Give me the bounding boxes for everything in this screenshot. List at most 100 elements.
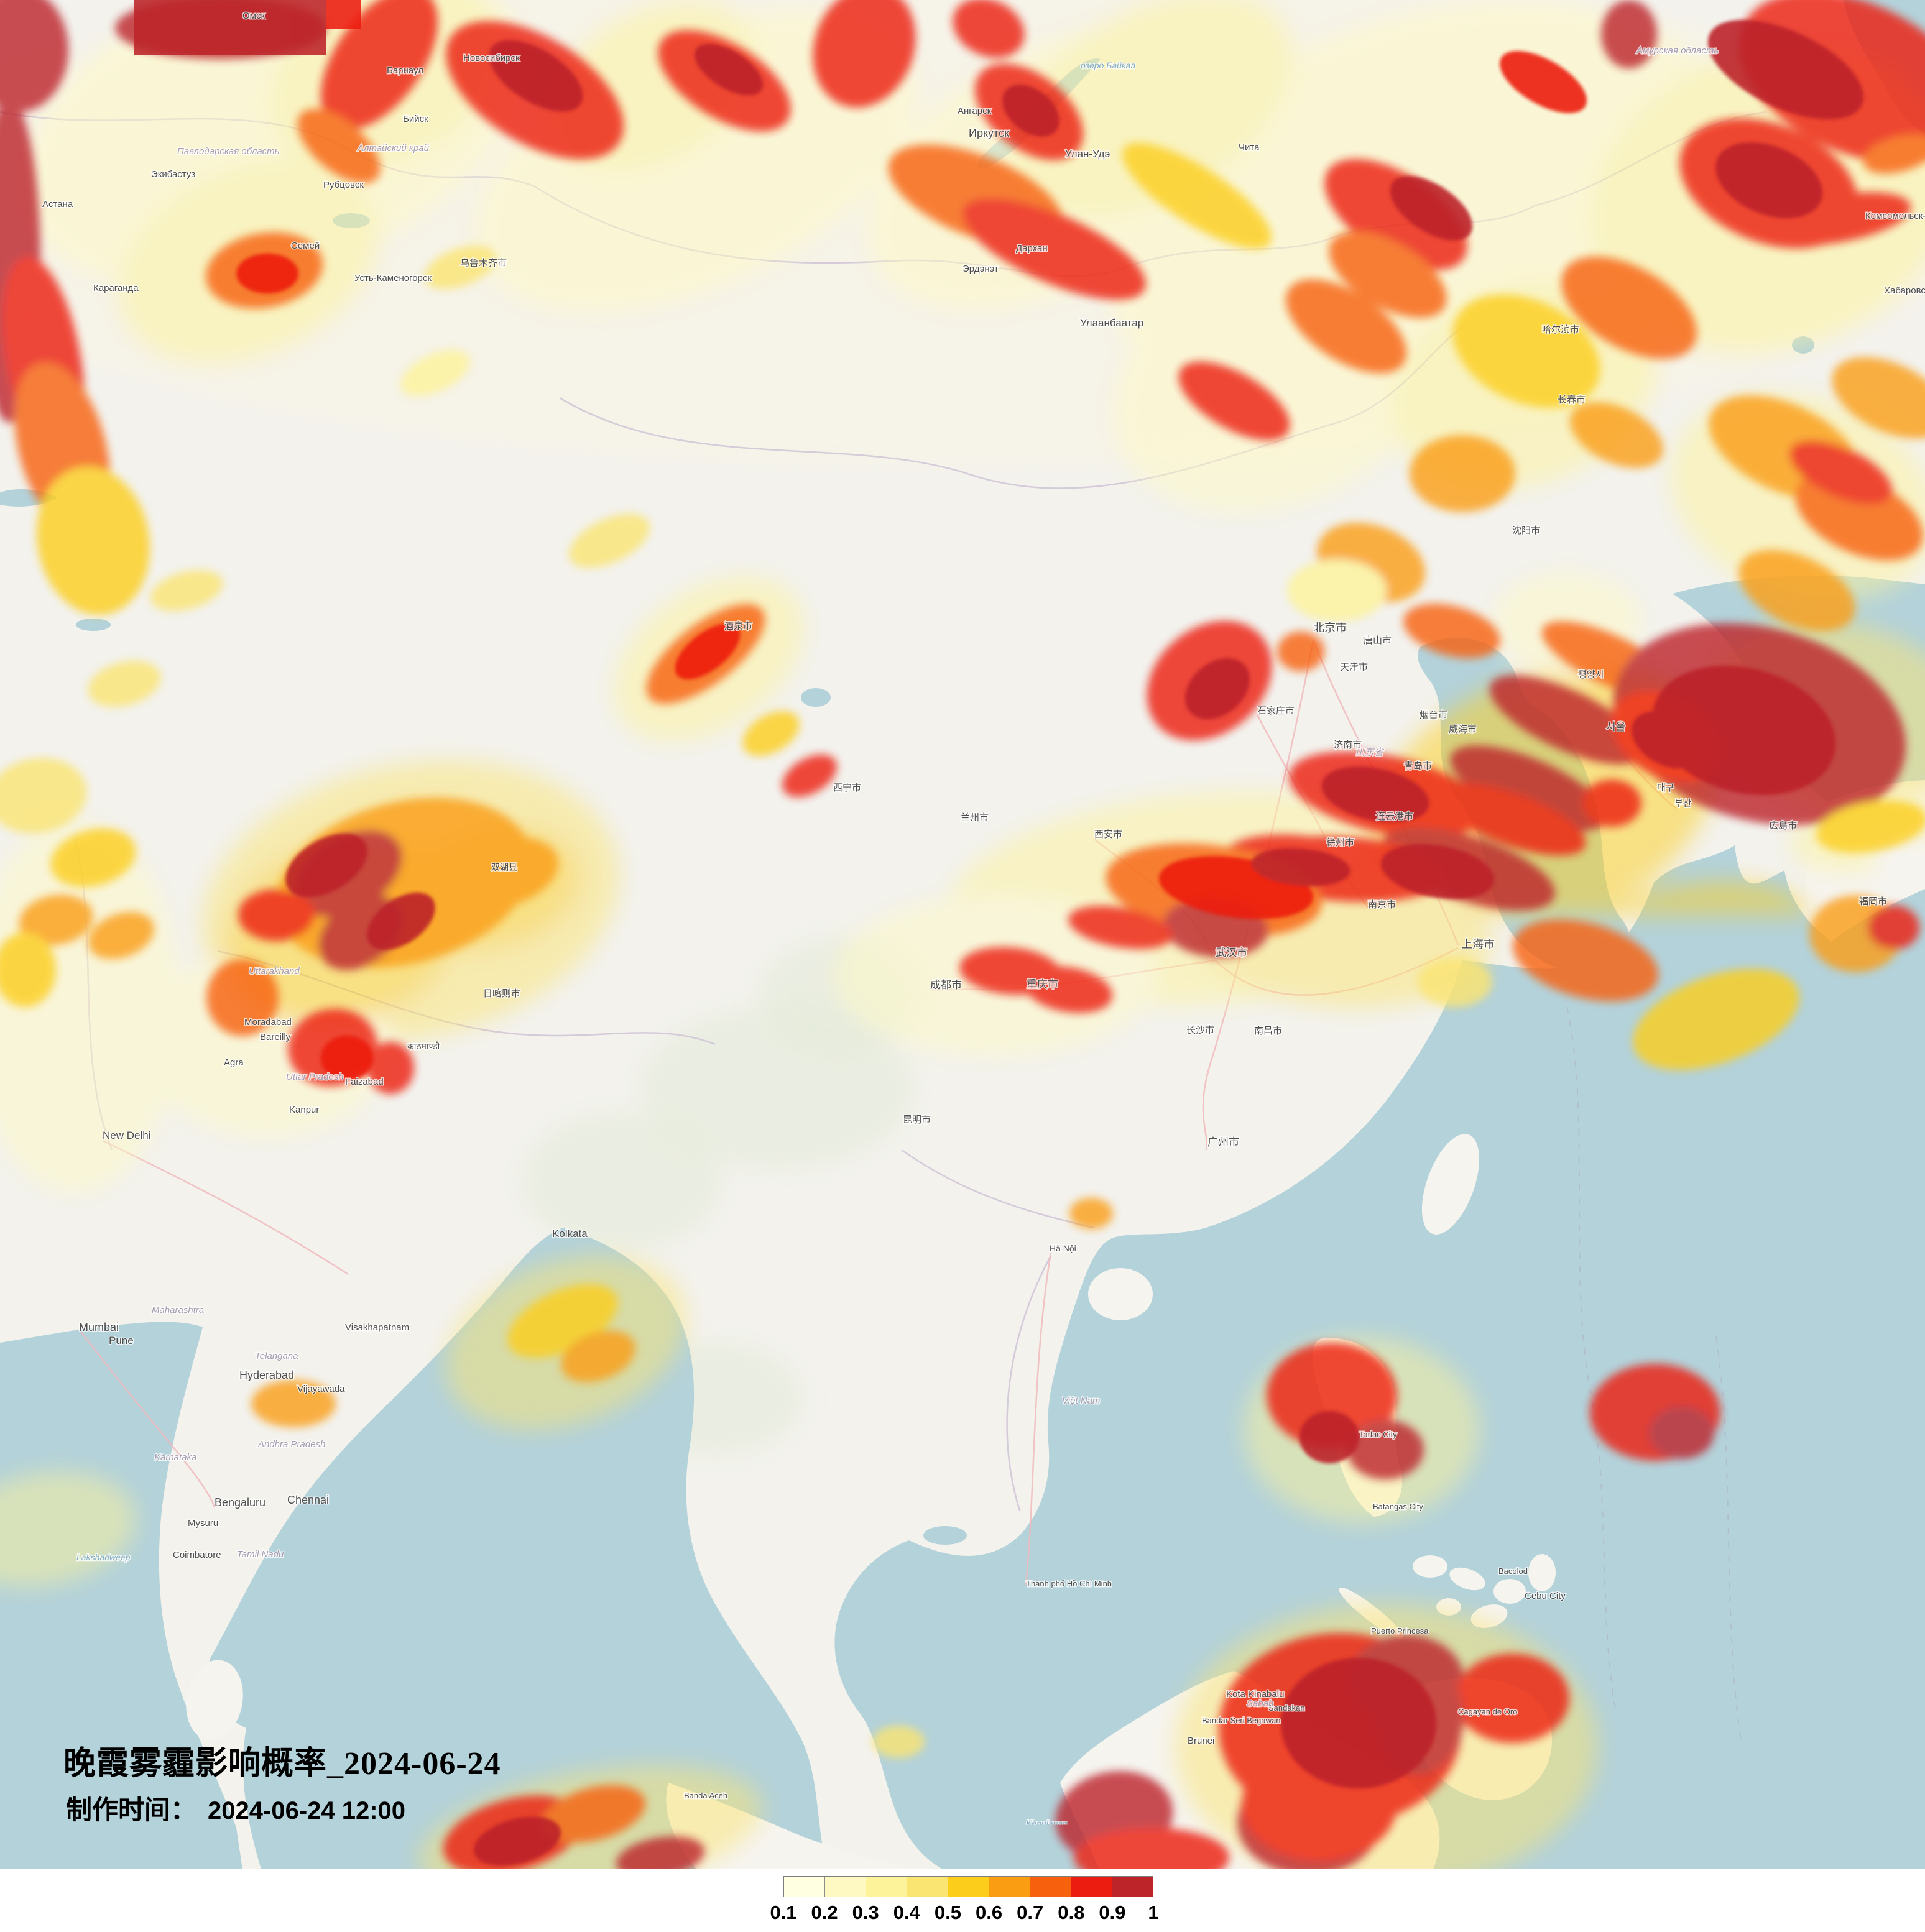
map-label: 부산: [1674, 798, 1692, 809]
map-label: 山东省: [1355, 747, 1385, 758]
map-label: 连云港市: [1376, 811, 1413, 822]
map-label: Puerto Princesa: [1371, 1626, 1429, 1635]
map-label: Mysuru: [188, 1518, 218, 1529]
map-label: Tawau: [1265, 1748, 1288, 1757]
legend-color-cell: [948, 1877, 989, 1897]
legend-color-cell: [1030, 1877, 1071, 1897]
map-label: 대구: [1657, 783, 1674, 793]
legend-tick-label: 1: [1148, 1902, 1158, 1924]
haze-probability-map-page: Омск Новосибирск Барнаул Бийск Рубцовск Семей…: [0, 0, 1925, 1932]
map-label: Uttar Pradesh: [286, 1072, 344, 1082]
map-label: Lakshadweep: [76, 1552, 131, 1562]
map-label: Bintulu: [1163, 1769, 1188, 1778]
map-label: Kepulauan Riau: [1026, 1818, 1088, 1828]
legend-tick-label: 0.3: [852, 1902, 879, 1924]
map-label: Visakhapatnam: [345, 1322, 409, 1333]
map-label: озеро Байкал: [1081, 60, 1135, 70]
map-label: Bengaluru: [215, 1496, 265, 1509]
map-label: Tanjung Pinang: [959, 1849, 1015, 1858]
map-label: 重庆市: [1027, 978, 1058, 990]
map-label: Kuching: [1106, 1813, 1139, 1824]
lake: [76, 619, 111, 631]
map-label: Borneo: [1183, 1789, 1224, 1803]
legend-tick-label: 0.7: [1017, 1902, 1043, 1924]
map-label: Усть-Каменогорск: [354, 273, 432, 283]
map-label: Agra: [224, 1057, 244, 1068]
map-label: 威海市: [1449, 724, 1477, 735]
map-label: 兰州市: [961, 812, 989, 823]
map-label: 上海市: [1461, 938, 1495, 950]
map-label: 평양시: [1578, 669, 1604, 680]
map-label: 徐州市: [1326, 837, 1354, 848]
map-label: Telangana: [255, 1351, 298, 1361]
island-shape: [1088, 1268, 1153, 1320]
legend-tick-label: 0.8: [1058, 1902, 1084, 1924]
map-label: Sandakan: [1268, 1703, 1305, 1713]
map-label: Рубцовск: [323, 180, 364, 190]
legend-tick-label: 0.2: [811, 1902, 838, 1924]
lake: [801, 688, 831, 707]
map-label: Улаанбаатар: [1080, 317, 1143, 329]
map-label: Brunei: [1188, 1736, 1214, 1746]
map-label: Bareilly: [260, 1032, 291, 1042]
map-label: 武汉市: [1216, 947, 1247, 959]
map-label: Sabah: [1247, 1698, 1273, 1709]
map-label: Cebu City: [1525, 1591, 1566, 1601]
map-label: Амурская область: [1636, 45, 1719, 56]
legend-tick-label: 0.5: [935, 1902, 961, 1924]
legend-tick-label: 0.6: [976, 1902, 1002, 1924]
map-label: 长沙市: [1186, 1025, 1214, 1036]
map-label: 石家庄市: [1257, 705, 1295, 716]
map-label: Караганда: [93, 283, 139, 293]
legend-tick-label: 0.9: [1099, 1902, 1125, 1924]
map-label: Ангарск: [958, 106, 992, 116]
map-label: Pune: [109, 1335, 134, 1346]
map-label: 长春市: [1558, 395, 1586, 405]
map-label: Hyderabad: [239, 1369, 294, 1381]
map-label: 乌鲁木齐市: [460, 258, 507, 269]
map-label: General Santos: [1486, 1805, 1543, 1814]
map-canvas[interactable]: Омск Новосибирск Барнаул Бийск Рубцовск Семей…: [0, 0, 1925, 1869]
map-label: 南昌市: [1254, 1026, 1282, 1036]
map-label: Karnataka: [154, 1452, 196, 1463]
map-label: New Delhi: [103, 1129, 150, 1141]
legend-color-cell: [1071, 1877, 1112, 1897]
map-label: 福岡市: [1859, 896, 1887, 907]
lake: [923, 1526, 967, 1545]
map-label: Việt Nam: [1062, 1396, 1100, 1406]
map-label: 成都市: [930, 979, 962, 991]
legend-color-cell: [866, 1877, 907, 1897]
map-label: 昆明市: [903, 1115, 931, 1125]
map-label: 西宁市: [833, 783, 861, 793]
map-label: Davao City: [1505, 1759, 1544, 1769]
map-label: Moradabad: [244, 1017, 292, 1028]
legend-colorbar: [783, 1876, 1153, 1897]
map-label: Medan: [788, 1831, 813, 1841]
map-label: Batangas City: [1373, 1502, 1423, 1511]
map-label: Bandar Seri Begawan: [1202, 1716, 1280, 1725]
map-label: Bacolod: [1498, 1566, 1528, 1576]
map-label: Алтайский край: [357, 143, 430, 154]
map-label: काठमाण्डौ: [407, 1041, 440, 1051]
map-label: Бийск: [403, 114, 428, 124]
map-label: 南京市: [1368, 899, 1396, 910]
map-label: Омск: [242, 11, 265, 21]
map-label: 沈阳市: [1512, 525, 1540, 536]
map-label: Cagayan de Oro: [1458, 1707, 1517, 1716]
map-label: Хабаровск: [1884, 285, 1925, 296]
map-label: Астана: [42, 199, 73, 209]
map-label: Chennai: [287, 1494, 329, 1506]
legend-tick-label: 0.4: [893, 1902, 920, 1924]
map-label: Vijayawada: [297, 1384, 345, 1394]
map-label: Ngerulmud: [1878, 1778, 1918, 1787]
map-label: 天津市: [1340, 662, 1368, 673]
legend-color-cell: [825, 1877, 866, 1897]
map-label: Kanpur: [289, 1105, 319, 1115]
map-label: 广州市: [1207, 1136, 1239, 1148]
map-label: Семей: [291, 241, 320, 251]
map-label: Tarakan: [1270, 1772, 1298, 1781]
map-label: 酒泉市: [724, 621, 752, 632]
map-label: Дархан: [1016, 243, 1048, 254]
legend-color-cell: [1112, 1877, 1153, 1897]
map-label: Эрдэнэт: [962, 264, 999, 274]
